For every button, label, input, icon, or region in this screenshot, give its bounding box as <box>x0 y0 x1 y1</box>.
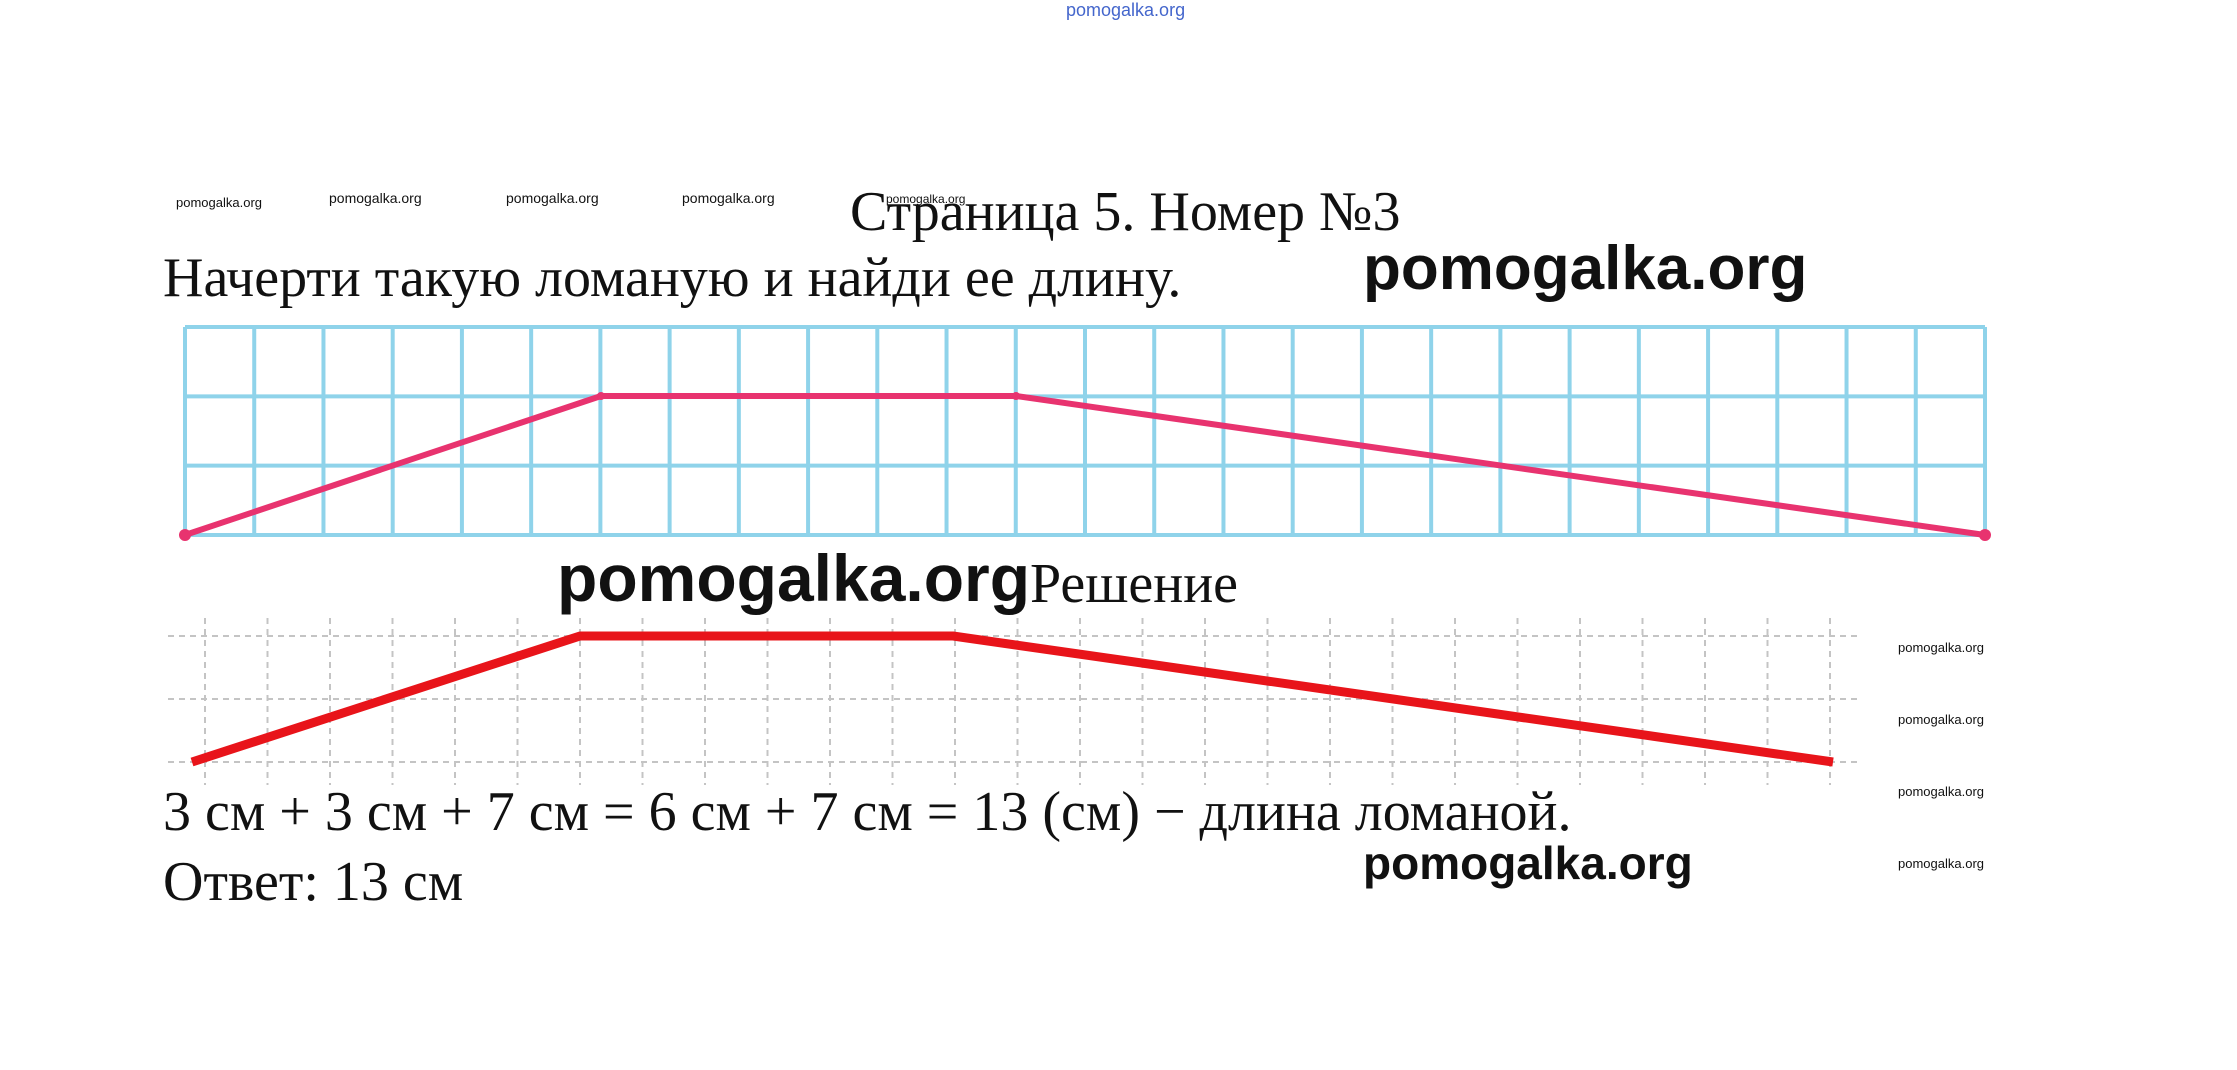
task-text: Начерти такую ломаную и найди ее длину. <box>163 247 1182 309</box>
solution-grid <box>168 618 1858 785</box>
task-grid <box>183 325 1987 537</box>
watermark-side-4: pomogalka.org <box>1898 856 1984 871</box>
watermark-side-2: pomogalka.org <box>1898 712 1984 727</box>
task-vertex <box>179 529 191 541</box>
watermark-big-1: pomogalka.org <box>1363 234 1808 303</box>
task-vertex <box>597 392 605 400</box>
solution-label: Решение <box>1030 553 1239 615</box>
solution-polyline <box>190 631 1834 767</box>
watermark-row-2: pomogalka.org <box>329 190 422 206</box>
answer-text: Ответ: 13 см <box>163 851 464 913</box>
watermark-side-3: pomogalka.org <box>1898 784 1984 799</box>
watermark-row-4: pomogalka.org <box>682 190 775 206</box>
watermark-big-2: pomogalka.org <box>557 541 1031 615</box>
equation-text: 3 см + 3 см + 7 см = 6 см + 7 см = 13 (с… <box>163 781 1572 843</box>
watermark-row-1: pomogalka.org <box>176 195 262 210</box>
watermark-top: pomogalka.org <box>1066 0 1186 20</box>
task-polyline <box>184 393 1986 538</box>
watermark-big-3: pomogalka.org <box>1363 837 1693 889</box>
watermark-row-3: pomogalka.org <box>506 190 599 206</box>
task-vertex <box>1979 529 1991 541</box>
watermark-row-5: pomogalka.org <box>886 192 966 206</box>
watermark-side-1: pomogalka.org <box>1898 640 1984 655</box>
task-vertex <box>1012 392 1020 400</box>
page-title: Страница 5. Номер №3 <box>850 181 1401 243</box>
